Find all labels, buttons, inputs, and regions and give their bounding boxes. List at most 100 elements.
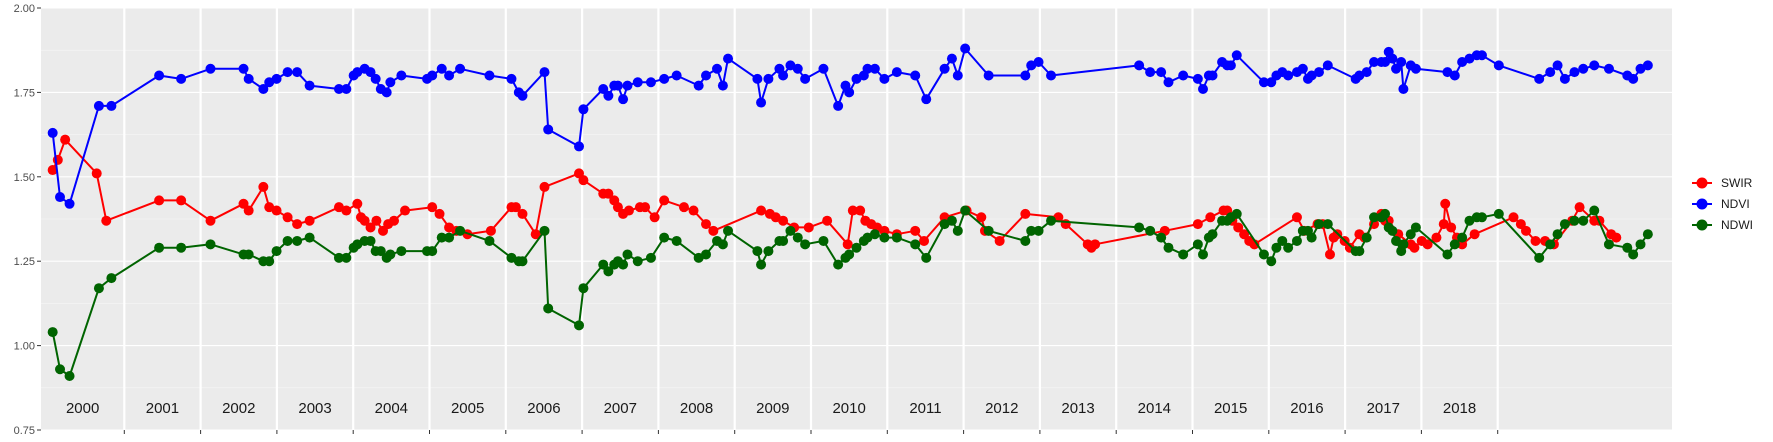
data-point-ndwi xyxy=(1545,239,1556,250)
data-point-ndvi xyxy=(333,84,344,95)
year-label: 2013 xyxy=(1061,400,1094,417)
data-point-ndwi xyxy=(1266,256,1277,267)
data-point-swir xyxy=(803,222,814,233)
data-point-swir xyxy=(1440,198,1451,209)
data-point-ndvi xyxy=(1163,77,1174,88)
data-point-swir xyxy=(154,195,165,206)
data-point-ndvi xyxy=(671,70,682,81)
data-point-ndwi xyxy=(106,273,117,284)
data-point-ndvi xyxy=(752,73,763,84)
data-point-ndvi xyxy=(1398,84,1409,95)
data-point-ndwi xyxy=(1258,249,1269,260)
y-tick-label: 1.00 xyxy=(14,341,35,353)
data-point-swir xyxy=(530,229,541,240)
data-point-swir xyxy=(292,219,303,230)
data-point-swir xyxy=(578,175,589,186)
data-point-ndwi xyxy=(1552,229,1563,240)
data-point-ndwi xyxy=(1622,242,1633,253)
data-point-ndvi xyxy=(844,87,855,98)
data-point-ndwi xyxy=(574,320,585,331)
data-point-swir xyxy=(603,188,614,199)
data-point-ndwi xyxy=(55,364,66,375)
year-label: 2006 xyxy=(527,400,560,417)
data-point-ndwi xyxy=(778,235,789,246)
data-point-swir xyxy=(1530,235,1541,246)
data-point-ndwi xyxy=(1635,239,1646,250)
data-point-ndwi xyxy=(952,225,963,236)
data-point-swir xyxy=(847,205,858,216)
data-point-ndwi xyxy=(1291,235,1302,246)
data-point-swir xyxy=(91,168,102,179)
year-label: 2011 xyxy=(909,400,941,417)
data-point-ndvi xyxy=(659,73,670,84)
data-point-swir xyxy=(976,212,987,223)
data-point-ndvi xyxy=(444,70,455,81)
data-point-ndvi xyxy=(756,97,767,108)
data-point-ndwi xyxy=(1442,249,1453,260)
legend-label-ndvi: NDVI xyxy=(1721,197,1750,211)
data-point-swir xyxy=(1233,222,1244,233)
data-point-ndvi xyxy=(1603,63,1614,74)
data-point-swir xyxy=(365,222,376,233)
data-point-ndvi xyxy=(763,73,774,84)
data-point-swir xyxy=(640,202,651,213)
data-point-swir xyxy=(1192,219,1203,230)
data-point-swir xyxy=(659,195,670,206)
grid-lines xyxy=(41,7,1672,431)
data-point-ndwi xyxy=(271,246,282,257)
data-point-ndwi xyxy=(1361,232,1372,243)
data-point-ndvi xyxy=(1449,70,1460,81)
data-point-ndvi xyxy=(282,67,293,78)
data-point-ndwi xyxy=(1283,242,1294,253)
data-point-ndwi xyxy=(543,303,554,314)
data-point-swir xyxy=(352,198,363,209)
data-point-ndwi xyxy=(539,225,550,236)
data-point-ndwi xyxy=(603,266,614,277)
data-point-swir xyxy=(359,215,370,226)
data-point-ndwi xyxy=(645,252,656,263)
data-point-swir xyxy=(400,205,411,216)
data-point-ndvi xyxy=(396,70,407,81)
data-point-ndvi xyxy=(632,77,643,88)
year-label: 2007 xyxy=(604,400,637,417)
data-point-ndvi xyxy=(1569,67,1580,78)
year-label: 2017 xyxy=(1367,400,1400,417)
data-point-ndwi xyxy=(1449,239,1460,250)
data-point-ndvi xyxy=(106,100,117,111)
data-point-ndvi xyxy=(258,84,269,95)
data-point-ndwi xyxy=(921,252,932,263)
data-point-ndvi xyxy=(271,73,282,84)
data-point-ndvi xyxy=(1313,67,1324,78)
data-point-swir xyxy=(678,202,689,213)
data-point-ndvi xyxy=(543,124,554,135)
data-point-swir xyxy=(485,225,496,236)
year-label: 2001 xyxy=(146,400,179,417)
data-point-ndvi xyxy=(891,67,902,78)
data-point-ndvi xyxy=(1387,53,1398,64)
data-point-ndvi xyxy=(612,80,623,91)
data-point-ndwi xyxy=(1033,225,1044,236)
axis-layer: 0.75 1.00 1.25 1.50 1.75 2.00 2000 2001 2002 2003… xyxy=(14,3,1499,437)
data-point-ndvi xyxy=(1493,60,1504,71)
data-point-ndvi xyxy=(1134,60,1145,71)
data-point-ndvi xyxy=(1545,67,1556,78)
data-point-swir xyxy=(282,212,293,223)
data-point-swir xyxy=(701,219,712,230)
data-point-swir xyxy=(994,235,1005,246)
data-point-swir xyxy=(52,154,63,165)
data-point-ndwi xyxy=(723,225,734,236)
data-point-ndvi xyxy=(243,73,254,84)
data-point-ndvi xyxy=(292,67,303,78)
data-point-ndvi xyxy=(1589,60,1600,71)
data-point-ndwi xyxy=(1569,215,1580,226)
data-point-swir xyxy=(778,215,789,226)
data-point-ndvi xyxy=(1207,70,1218,81)
data-point-swir xyxy=(1205,212,1216,223)
data-point-ndvi xyxy=(455,63,466,74)
data-point-ndvi xyxy=(484,70,495,81)
data-point-ndvi xyxy=(1396,57,1407,68)
data-point-ndvi xyxy=(1145,67,1156,78)
data-point-ndvi xyxy=(1020,70,1031,81)
data-point-ndwi xyxy=(1534,252,1545,263)
year-label: 2008 xyxy=(680,400,713,417)
